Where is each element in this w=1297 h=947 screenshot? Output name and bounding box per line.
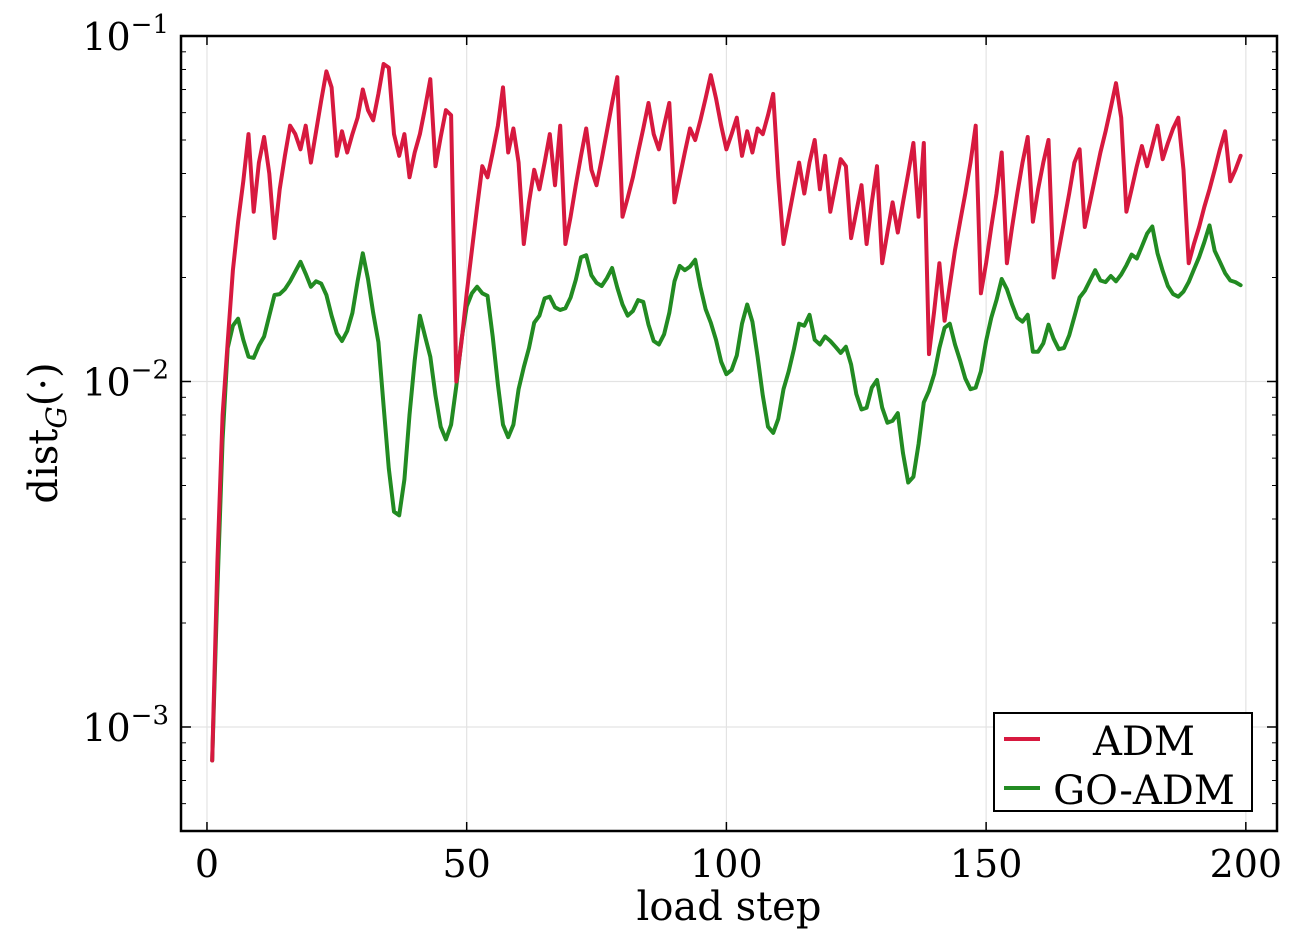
series-layer — [210, 62, 1243, 763]
legend-box — [993, 712, 1253, 812]
y-axis-title-base: dist — [21, 429, 67, 504]
y-tick-label-exponent: −1 — [131, 10, 169, 40]
legend-label-adm: ADM — [1092, 719, 1195, 765]
legend: ADM GO-ADM — [993, 712, 1253, 814]
y-axis-title-subscript: G — [40, 406, 73, 428]
x-tick-label: 150 — [950, 842, 1023, 886]
y-tick-label-base: 10 — [82, 360, 130, 404]
y-tick-label: 10−2 — [82, 355, 169, 404]
legend-label-go-adm: GO-ADM — [1053, 768, 1235, 814]
y-tick-label-base: 10 — [82, 15, 130, 59]
y-axis-title-argument: (·) — [21, 362, 67, 406]
series-line-adm — [210, 62, 1243, 763]
y-tick-label-exponent: −2 — [131, 355, 169, 385]
x-tick-label: 0 — [195, 842, 219, 886]
y-tick-label-exponent: −3 — [131, 701, 169, 731]
y-tick-label-base: 10 — [82, 706, 130, 750]
x-tick-label: 200 — [1210, 842, 1283, 886]
y-tick-label: 10−3 — [82, 701, 169, 750]
x-tick-label: 100 — [690, 842, 763, 886]
ticks — [181, 35, 1277, 832]
x-axis-title: load step — [637, 884, 822, 930]
series-line-go-adm — [210, 223, 1243, 763]
y-axis-title: distG(·) — [21, 362, 73, 503]
y-tick-label: 10−1 — [82, 10, 169, 59]
x-tick-label: 50 — [443, 842, 491, 886]
plot-frame — [179, 34, 1279, 833]
